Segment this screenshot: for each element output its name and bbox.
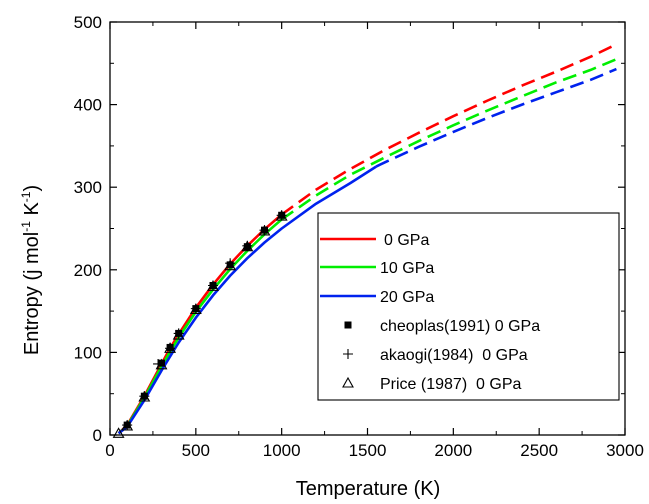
legend-label: cheoplas(1991) 0 GPa [380, 318, 540, 335]
legend-label: akaogi(1984) 0 GPa [380, 347, 528, 364]
legend-label: 20 GPa [380, 289, 434, 306]
data-marker-triangle [112, 427, 125, 438]
x-tick-label: 1500 [349, 441, 387, 460]
legend-symbol-square [344, 321, 352, 329]
data-marker-square [158, 359, 165, 367]
x-tick-label: 2500 [520, 441, 558, 460]
legend-symbol-triangle [342, 376, 354, 388]
data-marker-triangle [164, 342, 177, 353]
y-tick-label: 500 [74, 13, 102, 32]
y-axis-label-main: Entropy (j mol [21, 232, 43, 355]
legend-box [317, 212, 620, 401]
x-tick-label: 500 [182, 441, 210, 460]
y-tick-label: 200 [74, 261, 102, 280]
data-marker-triangle [172, 328, 185, 340]
y-axis-label-mid: K [21, 202, 43, 222]
data-marker-triangle [121, 419, 134, 431]
x-tick-label: 1000 [263, 441, 301, 460]
data-marker-triangle [138, 390, 151, 402]
series-line-dashed [375, 67, 617, 168]
data-marker-plus [153, 358, 164, 369]
data-marker-triangle [241, 240, 254, 252]
data-marker-triangle [258, 224, 271, 236]
axis-labels: Temperature (K) Entropy (j mol-1 K-1) [19, 185, 440, 500]
series-line-dashed [280, 57, 617, 221]
series-line-dashed [280, 43, 617, 216]
y-axis-label-sup2: -1 [19, 191, 33, 202]
legend-label: 10 GPa [380, 260, 434, 277]
x-axis-label: Temperature (K) [296, 478, 441, 500]
x-tick-label: 3000 [606, 441, 644, 460]
x-tick-label: 2000 [434, 441, 472, 460]
y-tick-label: 400 [74, 96, 102, 115]
y-axis-label-sup1: -1 [19, 221, 33, 232]
data-marker-triangle [207, 280, 219, 291]
legend-label: Price (1987) 0 GPa [380, 376, 522, 393]
data-marker-triangle [275, 209, 288, 221]
y-tick-label: 300 [74, 178, 102, 197]
x-tick-label: 0 [105, 441, 114, 460]
y-axis-label: Entropy (j mol-1 K-1) [19, 185, 43, 355]
y-tick-label: 100 [74, 343, 102, 362]
plot-area: 0 500 1000 1500 2000 2500 3000 0 100 200 300 400 500 [74, 13, 644, 460]
y-tick-label: 0 [93, 426, 102, 445]
legend-symbol-plus [343, 349, 353, 359]
data-marker-triangle [189, 303, 202, 314]
legend-label: 0 GPa [384, 232, 429, 249]
y-axis-label-end: ) [21, 185, 43, 192]
legend: 0 GPa 10 GPa 20 GPa cheoplas(1991) 0 GPa aka… [317, 212, 620, 401]
data-marker-triangle [155, 358, 168, 370]
data-marker-triangle [224, 259, 237, 271]
series-line-solid [117, 165, 377, 435]
